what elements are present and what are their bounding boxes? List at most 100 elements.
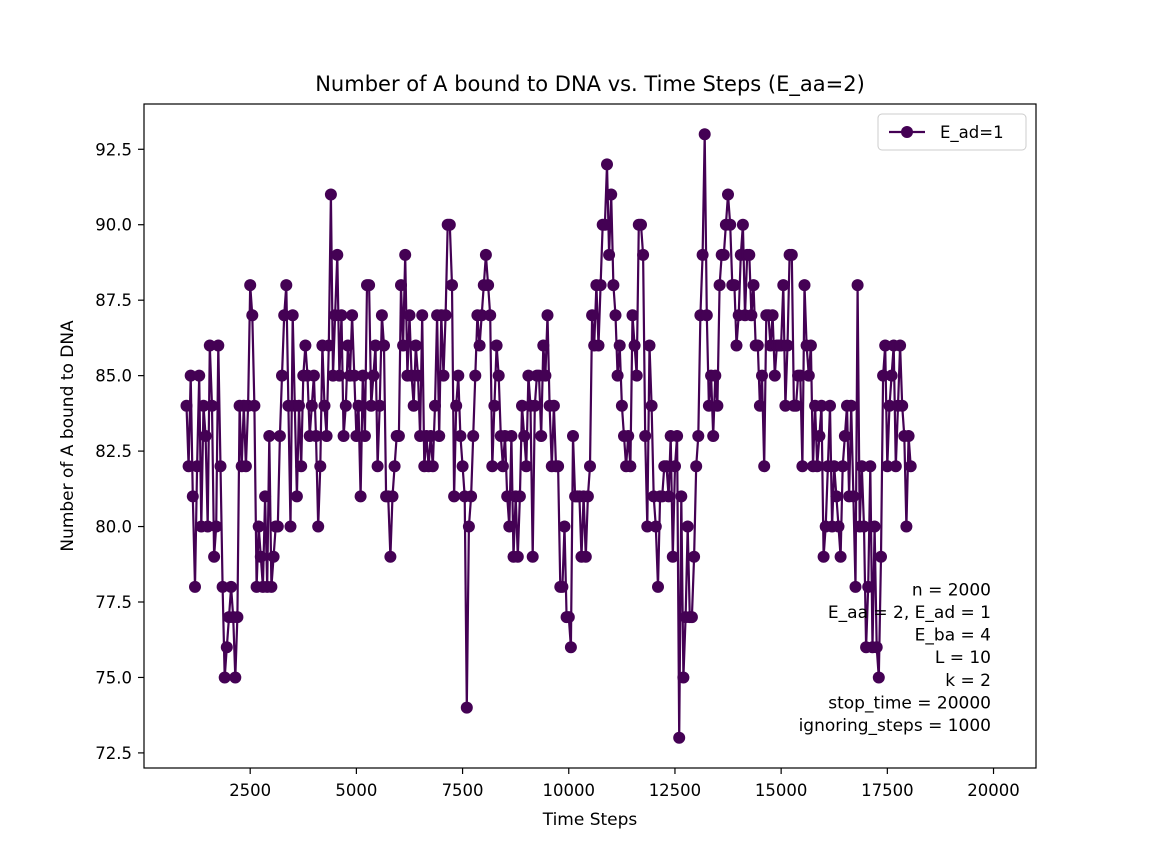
data-point bbox=[567, 430, 579, 442]
data-point bbox=[392, 430, 405, 442]
data-point bbox=[828, 460, 841, 473]
series-markers bbox=[180, 128, 917, 744]
data-point bbox=[688, 550, 701, 563]
x-tick-label: 2500 bbox=[229, 781, 271, 800]
annotation-line: k = 2 bbox=[945, 671, 991, 691]
data-point bbox=[677, 671, 690, 684]
data-point bbox=[312, 520, 325, 533]
data-point bbox=[562, 611, 575, 624]
data-point bbox=[637, 248, 650, 261]
y-tick-label: 72.5 bbox=[95, 744, 132, 763]
data-point bbox=[777, 279, 790, 292]
data-point bbox=[373, 399, 386, 412]
data-point bbox=[885, 369, 898, 382]
data-point bbox=[713, 279, 726, 292]
data-point bbox=[348, 369, 361, 382]
data-point bbox=[702, 399, 715, 412]
data-point bbox=[790, 399, 802, 412]
data-point bbox=[639, 430, 652, 442]
stats-annotation: n = 2000 E_aa = 2, E_ad = 1 E_ba = 4L = 10… bbox=[799, 580, 991, 736]
data-point bbox=[299, 339, 312, 352]
data-point bbox=[681, 520, 694, 533]
data-point bbox=[635, 218, 647, 231]
data-point bbox=[802, 369, 815, 382]
data-point bbox=[469, 369, 482, 382]
data-point bbox=[889, 460, 902, 473]
data-point bbox=[813, 430, 826, 442]
data-point bbox=[212, 339, 225, 352]
data-point bbox=[229, 671, 242, 684]
data-point bbox=[511, 550, 524, 563]
data-point bbox=[845, 399, 858, 412]
data-point bbox=[386, 490, 399, 503]
data-point bbox=[594, 279, 607, 292]
data-point bbox=[399, 248, 412, 261]
data-point bbox=[535, 430, 548, 442]
data-point bbox=[849, 580, 862, 593]
data-point bbox=[836, 460, 849, 473]
data-point bbox=[378, 339, 390, 352]
data-point bbox=[879, 339, 892, 352]
x-axis-ticks: 2500 5000 7500 10000 12500 15000 17500 20000 bbox=[229, 768, 1020, 800]
data-point bbox=[584, 460, 596, 473]
data-point bbox=[356, 369, 369, 382]
data-point bbox=[662, 490, 675, 503]
data-point bbox=[467, 430, 480, 442]
data-point bbox=[690, 460, 703, 473]
data-point bbox=[564, 641, 577, 654]
data-point bbox=[191, 460, 204, 473]
data-point bbox=[724, 218, 737, 231]
data-point bbox=[479, 248, 492, 261]
data-point bbox=[335, 309, 348, 322]
data-point bbox=[314, 460, 327, 473]
data-point bbox=[263, 430, 276, 442]
data-point bbox=[384, 550, 397, 563]
data-point bbox=[641, 520, 654, 533]
legend-box bbox=[877, 113, 1027, 151]
data-point bbox=[794, 369, 807, 382]
data-point bbox=[603, 248, 616, 261]
data-point bbox=[367, 369, 380, 382]
data-point bbox=[369, 339, 382, 352]
data-point bbox=[709, 369, 722, 382]
data-point bbox=[244, 279, 257, 292]
legend-marker-sample bbox=[901, 126, 913, 138]
data-point bbox=[305, 399, 318, 412]
data-point bbox=[643, 339, 656, 352]
data-point bbox=[652, 580, 664, 593]
data-point bbox=[208, 550, 221, 563]
data-point bbox=[365, 399, 378, 412]
data-point bbox=[660, 460, 673, 473]
data-point bbox=[246, 309, 259, 322]
data-point bbox=[276, 369, 288, 382]
data-point bbox=[341, 339, 354, 352]
data-point bbox=[747, 279, 760, 292]
data-point bbox=[864, 460, 877, 473]
x-tick-label: 12500 bbox=[649, 781, 702, 800]
data-point bbox=[730, 339, 743, 352]
data-point bbox=[271, 520, 284, 533]
y-tick-label: 75.0 bbox=[95, 668, 132, 687]
data-point bbox=[252, 520, 265, 533]
data-point bbox=[743, 248, 756, 261]
data-point bbox=[412, 369, 424, 382]
data-point bbox=[446, 279, 458, 292]
data-point bbox=[484, 309, 497, 322]
data-point bbox=[722, 188, 734, 201]
data-point bbox=[838, 430, 851, 442]
data-point bbox=[768, 369, 781, 382]
data-point bbox=[248, 399, 261, 412]
data-point bbox=[522, 369, 535, 382]
data-point bbox=[579, 550, 592, 563]
data-point bbox=[354, 490, 367, 503]
data-point bbox=[751, 339, 764, 352]
data-point bbox=[894, 339, 907, 352]
legend-label: E_ad=1 bbox=[940, 123, 1004, 143]
data-point bbox=[728, 279, 741, 292]
data-point bbox=[197, 399, 210, 412]
data-point bbox=[429, 399, 441, 412]
data-point bbox=[804, 339, 817, 352]
y-axis-ticks: 72.5 75.0 77.5 80.0 82.5 85.0 87.5 90.0 92.5 bbox=[95, 140, 144, 763]
data-point bbox=[692, 430, 705, 442]
data-point bbox=[830, 490, 843, 503]
